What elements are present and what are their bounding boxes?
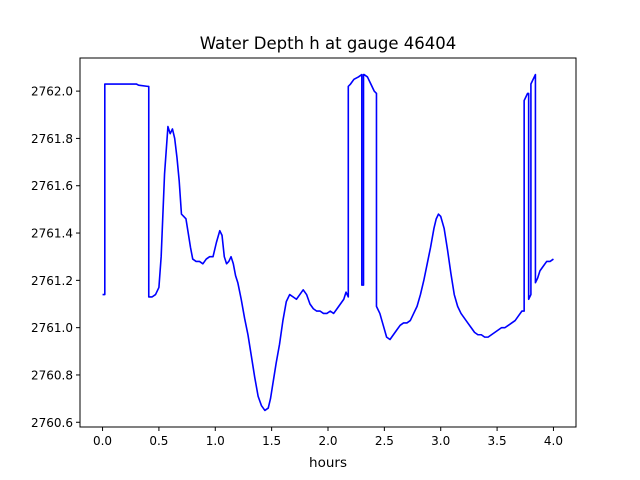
- x-axis-label: hours: [309, 455, 347, 471]
- y-tick-label: 2760.8: [31, 368, 73, 382]
- series-line-0: [102, 73, 554, 412]
- x-tick-label: 2.5: [375, 434, 394, 448]
- x-axis: 0.0 0.5 1.0 1.5 2.0 2.5 3.0 3.5 4.0: [93, 427, 563, 448]
- x-tick-label: 3.0: [431, 434, 450, 448]
- y-tick-label: 2761.6: [31, 179, 73, 193]
- x-tick-label: 3.5: [488, 434, 507, 448]
- y-axis: 2760.6 2760.8 2761.0 2761.2 2761.4 2761.6 2761…: [31, 85, 80, 430]
- x-tick-label: 0.5: [149, 434, 168, 448]
- y-tick-label: 2761.2: [31, 274, 73, 288]
- plot-layer: [102, 73, 554, 412]
- y-tick-label: 2762.0: [31, 85, 73, 99]
- y-tick-label: 2761.4: [31, 227, 73, 241]
- chart-title: Water Depth h at gauge 46404: [200, 34, 456, 53]
- x-tick-label: 0.0: [93, 434, 112, 448]
- y-tick-label: 2761.0: [31, 321, 73, 335]
- x-tick-label: 2.0: [318, 434, 337, 448]
- x-tick-label: 1.5: [262, 434, 281, 448]
- y-tick-label: 2761.8: [31, 132, 73, 146]
- x-tick-label: 4.0: [544, 434, 563, 448]
- x-tick-label: 1.0: [206, 434, 225, 448]
- y-tick-label: 2760.6: [31, 416, 73, 430]
